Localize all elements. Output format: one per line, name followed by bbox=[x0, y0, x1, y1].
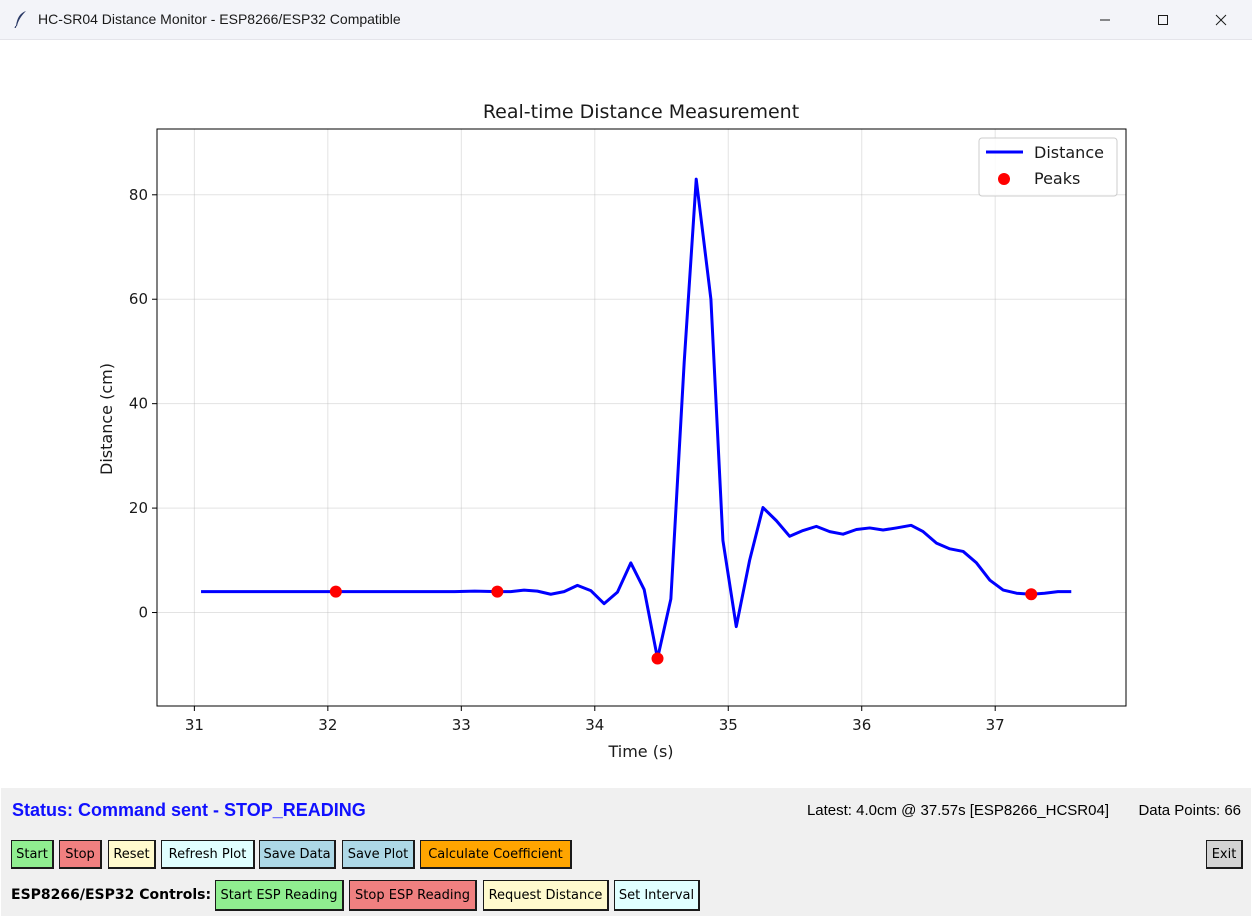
x-tick-label: 36 bbox=[852, 716, 871, 734]
chart-legend: Distance Peaks bbox=[978, 137, 1118, 197]
window-titlebar[interactable]: HC-SR04 Distance Monitor - ESP8266/ESP32… bbox=[0, 0, 1252, 40]
peak-point bbox=[651, 652, 664, 665]
y-tick-label: 80 bbox=[129, 186, 148, 204]
axis-ticks: 31 32 33 34 35 36 37 0 20 40 60 80 bbox=[129, 186, 1005, 734]
data-points-count: Data Points: 66 bbox=[1138, 802, 1241, 819]
status-message: Status: Command sent - STOP_READING bbox=[12, 800, 366, 820]
legend-distance-label: Distance bbox=[1034, 143, 1104, 162]
request-distance-button[interactable]: Request Distance bbox=[483, 880, 609, 911]
start-button[interactable]: Start bbox=[11, 840, 54, 869]
distance-series-line bbox=[201, 177, 1072, 660]
reset-button[interactable]: Reset bbox=[108, 840, 156, 869]
refresh-plot-button[interactable]: Refresh Plot bbox=[161, 840, 255, 869]
grid-lines bbox=[157, 129, 1126, 706]
y-tick-label: 40 bbox=[129, 395, 148, 413]
peak-point bbox=[329, 585, 342, 598]
x-tick-label: 33 bbox=[452, 716, 471, 734]
series-layer bbox=[201, 177, 1072, 665]
save-plot-button[interactable]: Save Plot bbox=[342, 840, 415, 869]
x-axis-label: Time (s) bbox=[607, 742, 673, 761]
legend-peaks-label: Peaks bbox=[1034, 169, 1080, 188]
y-axis-label: Distance (cm) bbox=[97, 363, 116, 475]
y-tick-label: 20 bbox=[129, 499, 148, 517]
maximize-button[interactable] bbox=[1134, 0, 1192, 39]
legend-peaks-swatch bbox=[998, 173, 1010, 185]
exit-button[interactable]: Exit bbox=[1206, 840, 1243, 869]
minimize-button[interactable] bbox=[1076, 0, 1134, 39]
plot-canvas[interactable]: Real-time Distance Measurement Time (s) … bbox=[1, 40, 1251, 788]
distance-chart: Real-time Distance Measurement Time (s) … bbox=[97, 101, 1127, 761]
chart-title: Real-time Distance Measurement bbox=[483, 101, 799, 123]
set-interval-button[interactable]: Set Interval bbox=[614, 880, 700, 911]
x-tick-label: 37 bbox=[986, 716, 1005, 734]
window-title: HC-SR04 Distance Monitor - ESP8266/ESP32… bbox=[38, 11, 401, 27]
y-tick-label: 60 bbox=[129, 290, 148, 308]
stop-esp-reading-button[interactable]: Stop ESP Reading bbox=[349, 880, 477, 911]
x-tick-label: 32 bbox=[318, 716, 337, 734]
close-icon bbox=[1215, 14, 1227, 25]
y-tick-label: 0 bbox=[138, 604, 148, 622]
close-button[interactable] bbox=[1192, 0, 1250, 39]
esp-controls-label: ESP8266/ESP32 Controls: bbox=[11, 887, 212, 903]
peak-point bbox=[491, 585, 504, 598]
calculate-coefficient-button[interactable]: Calculate Coefficient bbox=[420, 840, 572, 869]
x-tick-label: 35 bbox=[719, 716, 738, 734]
plot-frame bbox=[156, 128, 1127, 707]
latest-reading: Latest: 4.0cm @ 37.57s [ESP8266_HCSR04] bbox=[806, 802, 1109, 819]
x-tick-label: 34 bbox=[585, 716, 604, 734]
minimize-icon bbox=[1100, 19, 1110, 20]
control-panel: Status: Command sent - STOP_READING Late… bbox=[1, 788, 1251, 916]
x-tick-label: 31 bbox=[185, 716, 204, 734]
start-esp-reading-button[interactable]: Start ESP Reading bbox=[215, 880, 344, 911]
feather-icon bbox=[14, 11, 26, 28]
save-data-button[interactable]: Save Data bbox=[259, 840, 336, 869]
maximize-icon bbox=[1158, 14, 1168, 25]
stop-button[interactable]: Stop bbox=[59, 840, 102, 869]
peak-point bbox=[1025, 588, 1038, 601]
